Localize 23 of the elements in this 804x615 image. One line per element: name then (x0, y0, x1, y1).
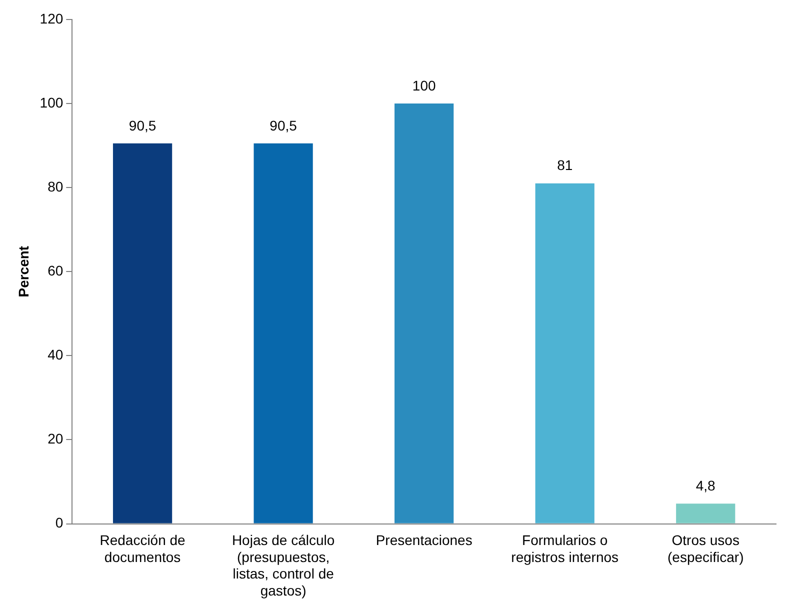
data-label: 90,5 (128, 117, 156, 134)
y-tick-label: 40 (48, 346, 64, 363)
y-tick-label: 60 (48, 262, 64, 278)
y-tick-label: 120 (40, 10, 64, 26)
data-label: 90,5 (270, 117, 298, 134)
data-label: 100 (412, 77, 436, 94)
data-label: 81 (557, 157, 573, 174)
x-tick-label: Otros usos (especificar) (667, 532, 744, 565)
data-label: 4,8 (696, 477, 716, 494)
y-tick-label: 20 (48, 430, 64, 447)
y-tick-label: 0 (55, 514, 64, 531)
bar (676, 504, 736, 524)
bar (535, 183, 594, 524)
x-tick-label: Redacción de documentos (100, 532, 186, 565)
y-axis-title: Percent (15, 246, 32, 298)
x-tick-label: Hojas de cálculo (presupuestos, listas, control de gastos) (232, 532, 335, 598)
bar (254, 143, 313, 524)
bar (112, 143, 172, 524)
bar (394, 103, 454, 524)
y-tick-label: 100 (40, 94, 64, 110)
y-tick-label: 80 (48, 178, 64, 194)
x-tick-label: Formularios o registros internos (511, 532, 619, 565)
x-tick-label: Presentaciones (376, 532, 472, 548)
